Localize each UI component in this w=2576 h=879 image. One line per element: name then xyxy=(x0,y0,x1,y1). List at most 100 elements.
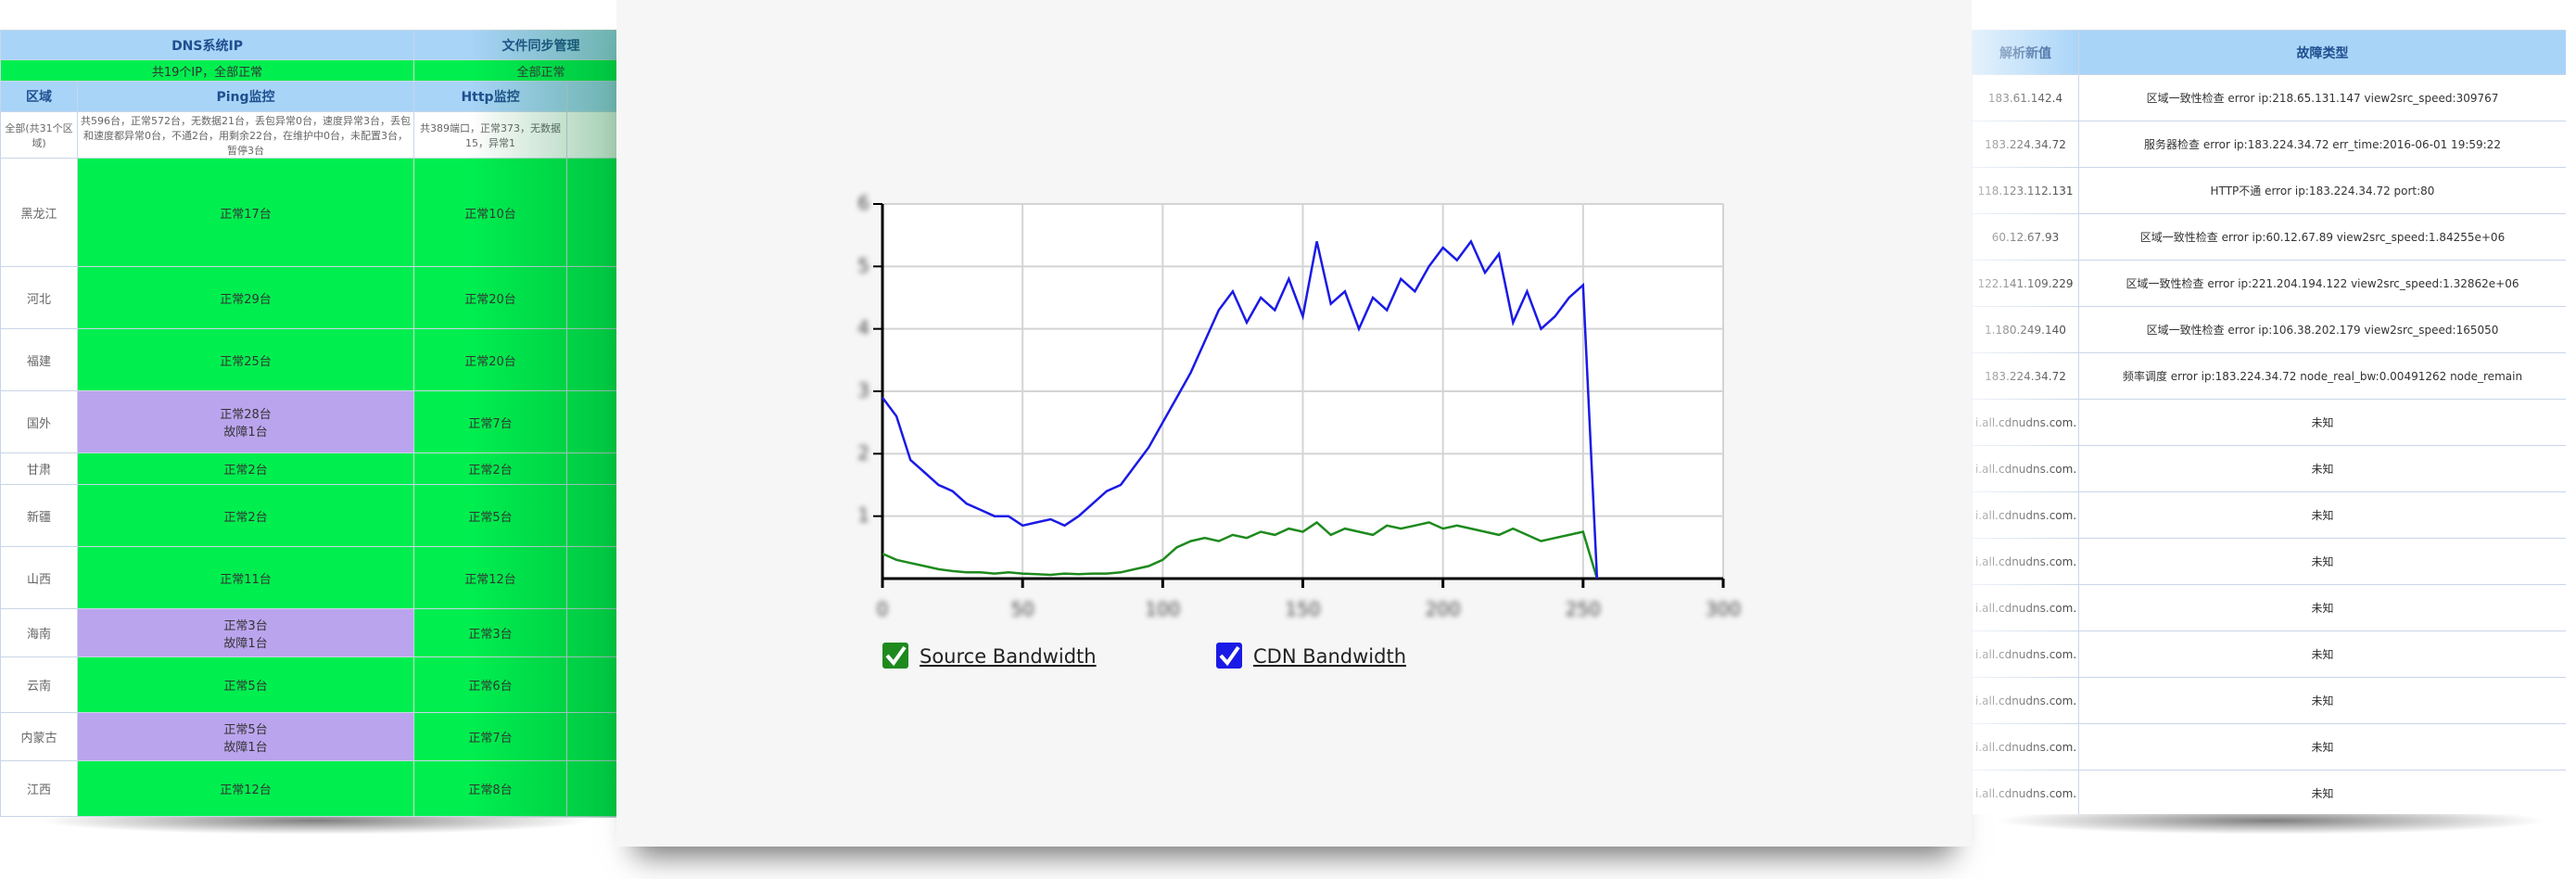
status-cell: 全部正常 xyxy=(413,59,616,82)
x-tick-label: 300 xyxy=(1706,598,1741,620)
fault-row: 183.224.34.72 服务器检查 error ip:183.224.34.7… xyxy=(1972,121,2566,168)
fault-type: 未知 xyxy=(2078,723,2566,771)
y-tick-label: 2 xyxy=(857,441,869,464)
region-row: 内蒙古 正常5台故障1台 正常7台 xyxy=(0,712,616,761)
fault-type: 区域一致性检查 error ip:218.65.131.147 view2src… xyxy=(2078,74,2566,121)
series-line xyxy=(881,238,1599,580)
ping-status: 正常25台 xyxy=(220,354,272,369)
ping-status: 故障1台 xyxy=(223,426,268,440)
region-row: 新疆 正常2台 正常5台 xyxy=(0,484,616,547)
region-cell: 山西 xyxy=(0,546,78,609)
resolved-value: 1.180.249.140 xyxy=(1972,306,2079,353)
fault-row: i.all.cdnudns.com. 未知 xyxy=(1972,677,2566,724)
fault-row: i.all.cdnudns.com. 未知 xyxy=(1972,584,2566,631)
resolved-value: 183.224.34.72 xyxy=(1972,352,2079,400)
region-cell: 国外 xyxy=(0,390,78,453)
checkmark xyxy=(885,645,907,667)
header-cell: 解析新值 xyxy=(1972,30,2079,75)
region-cell: 内蒙古 xyxy=(0,712,78,761)
ping-status: 正常2台 xyxy=(223,464,268,478)
legend-label: Source Bandwidth xyxy=(920,645,1097,668)
http-cell: 正常3台 xyxy=(413,608,568,657)
legend-item[interactable]: CDN Bandwidth xyxy=(1216,643,1406,669)
legend-checkbox xyxy=(1216,643,1242,669)
region-cell: 黑龙江 xyxy=(0,158,78,267)
ping-status: 故障1台 xyxy=(223,636,268,651)
extra-cell xyxy=(566,712,616,761)
http-cell: 正常6台 xyxy=(413,656,568,713)
monitor-table-panel: DNS系统IP 文件同步管理 共19个IP，全部正常 全部正常 区域 Ping监控 Http… xyxy=(0,30,616,818)
resolved-value: 122.141.109.229 xyxy=(1972,260,2079,307)
fault-type: 频率调度 error ip:183.224.34.72 node_real_bw… xyxy=(2078,352,2566,400)
header-row: 区域 Ping监控 Http监控 xyxy=(0,81,616,112)
ping-status: 正常5台 xyxy=(223,722,268,737)
extra-cell xyxy=(566,546,616,609)
fault-row: i.all.cdnudns.com. 未知 xyxy=(1972,538,2566,585)
fault-type: 未知 xyxy=(2078,445,2566,492)
ping-cell: 正常3台故障1台 xyxy=(76,608,415,657)
fault-type: 未知 xyxy=(2078,677,2566,724)
ping-cell: 正常25台 xyxy=(76,328,415,391)
http-cell: 正常8台 xyxy=(413,760,568,817)
region-cell: 河北 xyxy=(0,266,78,329)
ping-cell: 正常12台 xyxy=(76,760,415,817)
summary-cell: 全部(共31个区域) xyxy=(0,111,78,159)
ping-status: 正常17台 xyxy=(220,207,272,222)
x-tick-label: 100 xyxy=(1145,598,1180,620)
ping-status: 正常11台 xyxy=(220,572,272,587)
series-line xyxy=(882,520,1599,580)
region-row: 江西 正常12台 正常8台 xyxy=(0,760,616,817)
fault-row: 60.12.67.93 区域一致性检查 error ip:60.12.67.89 … xyxy=(1972,213,2566,261)
ping-status: 正常3台 xyxy=(223,618,268,633)
legend-item[interactable]: Source Bandwidth xyxy=(882,643,1097,669)
resolved-value: i.all.cdnudns.com. xyxy=(1972,538,2079,585)
ping-cell: 正常2台 xyxy=(76,452,415,485)
resolved-value: i.all.cdnudns.com. xyxy=(1972,491,2079,539)
status-row: 共19个IP，全部正常 全部正常 xyxy=(0,59,616,82)
region-row: 云南 正常5台 正常6台 xyxy=(0,656,616,713)
http-cell: 正常20台 xyxy=(413,328,568,391)
status-cell: 共19个IP，全部正常 xyxy=(0,59,415,82)
ping-cell: 正常11台 xyxy=(76,546,415,609)
header-cell xyxy=(566,81,616,112)
header-cell: 故障类型 xyxy=(2078,30,2566,75)
http-cell: 正常12台 xyxy=(413,546,568,609)
x-tick-label: 250 xyxy=(1566,598,1601,620)
ping-status: 正常29台 xyxy=(220,292,272,307)
ping-cell: 正常2台 xyxy=(76,484,415,547)
resolved-value: i.all.cdnudns.com. xyxy=(1972,770,2079,814)
fault-row: i.all.cdnudns.com. 未知 xyxy=(1972,770,2566,814)
resolved-value: 60.12.67.93 xyxy=(1972,213,2079,261)
region-cell: 海南 xyxy=(0,608,78,657)
region-row: 黑龙江 正常17台 正常10台 xyxy=(0,158,616,267)
header-cell: 区域 xyxy=(0,81,78,112)
monitor-table: DNS系统IP 文件同步管理 共19个IP，全部正常 全部正常 区域 Ping监控 Http… xyxy=(0,30,616,817)
ping-status: 故障1台 xyxy=(223,740,268,755)
x-tick-label: 200 xyxy=(1426,598,1461,620)
y-tick-label: 6 xyxy=(857,192,869,214)
fault-type: 区域一致性检查 error ip:106.38.202.179 view2src… xyxy=(2078,306,2566,353)
fault-type: 未知 xyxy=(2078,491,2566,539)
extra-cell xyxy=(566,452,616,485)
extra-cell xyxy=(566,484,616,547)
resolved-value: i.all.cdnudns.com. xyxy=(1972,723,2079,771)
y-tick-label: 3 xyxy=(857,379,869,401)
fault-type: 未知 xyxy=(2078,631,2566,678)
http-cell: 正常5台 xyxy=(413,484,568,547)
x-tick-label: 150 xyxy=(1285,598,1320,620)
fault-row: i.all.cdnudns.com. 未知 xyxy=(1972,399,2566,446)
resolved-value: 183.61.142.4 xyxy=(1972,74,2079,121)
region-row: 甘肃 正常2台 正常2台 xyxy=(0,452,616,485)
header-row: 解析新值 故障类型 xyxy=(1972,30,2566,75)
region-row: 海南 正常3台 故障1台 正常3台 xyxy=(0,608,616,657)
region-row: 福建 正常25台 正常20台 xyxy=(0,328,616,391)
header-cell: Http监控 xyxy=(413,81,568,112)
fault-type: 服务器检查 error ip:183.224.34.72 err_time:20… xyxy=(2078,121,2566,168)
fault-table: 解析新值 故障类型 183.61.142.4 区域一致性检查 error ip:218… xyxy=(1972,30,2566,814)
extra-cell xyxy=(566,158,616,267)
header-row: DNS系统IP 文件同步管理 xyxy=(0,30,616,60)
http-cell: 正常10台 xyxy=(413,158,568,267)
y-tick-label: 4 xyxy=(857,317,869,339)
extra-cell xyxy=(566,390,616,453)
http-cell: 正常7台 xyxy=(413,712,568,761)
